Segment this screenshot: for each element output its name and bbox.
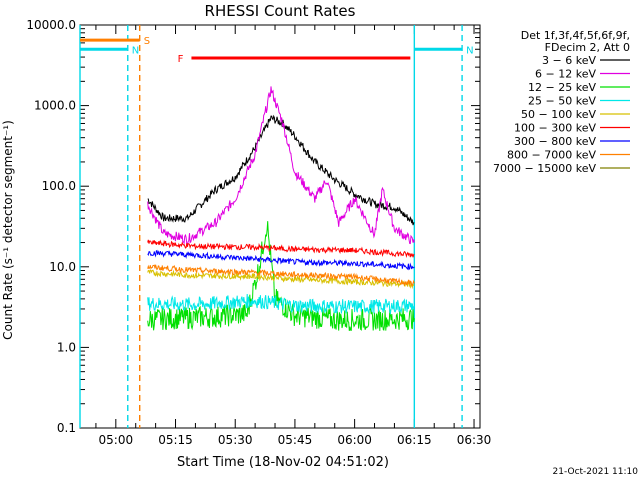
y-tick-label: 100.0 [42,179,76,193]
legend-entry-label: 25 − 50 keV [528,95,596,108]
legend-entry-label: 100 − 300 keV [514,122,596,135]
series-line-5 [147,239,415,258]
legend-entry-label: 3 − 6 keV [542,54,596,67]
chart-timestamp: 21-Oct-2021 11:10 [553,467,639,477]
x-tick-label: 06:30 [457,433,492,447]
x-tick-label: 05:00 [99,433,134,447]
x-axis-label: Start Time (18-Nov-02 04:51:02) [177,455,389,470]
legend-entry-label: 12 − 25 keV [528,81,596,94]
y-tick-label: 10000.0 [26,18,76,32]
legend-entry-label: 7000 − 15000 keV [493,162,596,175]
legend-entry-label: 800 − 7000 keV [507,149,596,162]
x-tick-label: 05:30 [218,433,253,447]
y-tick-label: 0.1 [57,421,76,435]
series-line-3 [147,293,415,315]
series-line-2 [147,221,415,332]
legend: Det 1f,3f,4f,5f,6f,9f, FDecim 2, Att 0 3… [493,29,630,175]
x-tick-label: 05:15 [158,433,193,447]
data-marks: SN NF [79,25,474,428]
series-line-0 [147,114,415,226]
flag-label: N [466,45,473,56]
flag-label: S [144,36,150,47]
x-tick-label: 05:45 [278,433,313,447]
chart-title: RHESSI Count Rates [205,2,356,20]
legend-entry-label: 300 − 800 keV [514,135,596,148]
legend-entry-label: 50 − 100 keV [521,108,596,121]
legend-header-line-2: FDecim 2, Att 0 [545,41,630,54]
series-line-6 [147,249,415,271]
legend-header-line-1: Det 1f,3f,4f,5f,6f,9f, [521,29,630,42]
series-line-7 [147,264,415,288]
x-tick-label: 06:15 [397,433,432,447]
plot-area: 0.1 1.0 10.0 100.0 1000.0 10000.0 05:00 05:15 05… [26,18,491,447]
flag-label: N [132,45,139,56]
y-tick-label: 1.0 [57,340,76,354]
series-line-1 [147,86,415,245]
legend-entry-label: 6 − 12 keV [535,68,596,81]
flag-label: F [178,54,184,65]
series-line-4 [147,269,415,290]
x-tick-label: 06:00 [337,433,372,447]
y-tick-label: 10.0 [49,260,76,274]
y-axis-label: Count Rate (s⁻¹ detector segment⁻¹) [1,120,15,340]
y-tick-label: 1000.0 [34,99,76,113]
